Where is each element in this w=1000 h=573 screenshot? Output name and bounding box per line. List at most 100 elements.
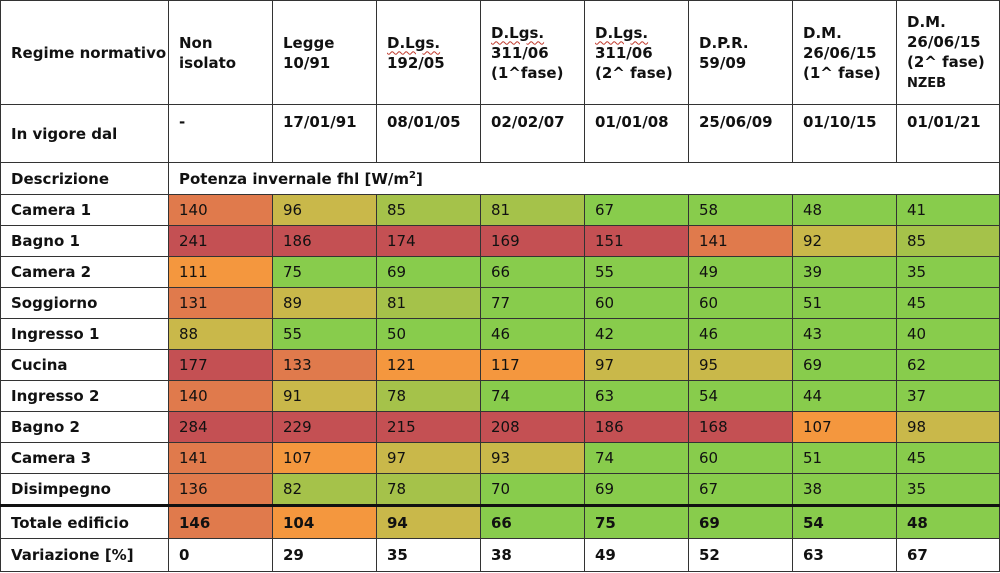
room-row-value: 51 [792, 287, 897, 319]
room-row-label: Bagno 1 [0, 225, 169, 257]
description-text: Potenza invernale fhl [W/m2] [168, 162, 1000, 195]
room-row-value: 97 [584, 349, 689, 381]
room-row-value: 75 [272, 256, 377, 288]
room-row-value: 49 [688, 256, 793, 288]
header-col-line: Legge [283, 33, 335, 52]
total-row-value: 48 [896, 504, 1000, 539]
room-row-value: 241 [168, 225, 273, 257]
room-row-value: 131 [168, 287, 273, 319]
room-row-value: 141 [688, 225, 793, 257]
room-row-value: 133 [272, 349, 377, 381]
total-row: Totale edificio 146 104 94 66 75 69 54 48 [0, 504, 1000, 539]
room-row-value: 55 [272, 318, 377, 350]
header-col-3: D.Lgs. 311/06 (1^fase) [480, 0, 585, 105]
room-row-value: 151 [584, 225, 689, 257]
room-row-label: Ingresso 2 [0, 380, 169, 412]
room-row-value: 66 [480, 256, 585, 288]
room-row-value: 46 [688, 318, 793, 350]
room-row-value: 50 [376, 318, 481, 350]
header-col-line: 311/06 [491, 43, 549, 62]
header-col-line: (1^fase) [491, 63, 564, 82]
room-row-value: 55 [584, 256, 689, 288]
room-row-value: 42 [584, 318, 689, 350]
room-row-label: Disimpegno [0, 473, 169, 506]
room-row-value: 97 [376, 442, 481, 474]
total-row-value: 104 [272, 504, 377, 539]
room-row: Bagno 2 284 229 215 208 186 168 107 98 [0, 411, 1000, 443]
in-force-date: - [168, 104, 273, 163]
header-row: Regime normativo Non isolato Legge 10/91 D.L… [0, 0, 1000, 105]
total-row-value: 54 [792, 504, 897, 539]
room-row-label: Camera 2 [0, 256, 169, 288]
header-col-line: 192/05 [387, 53, 445, 72]
header-col-0: Non isolato [168, 0, 273, 105]
room-row-value: 107 [792, 411, 897, 443]
header-col-4: D.Lgs. 311/06 (2^ fase) [584, 0, 689, 105]
room-row-value: 121 [376, 349, 481, 381]
room-row-value: 91 [272, 380, 377, 412]
room-row-value: 69 [792, 349, 897, 381]
room-row-value: 88 [168, 318, 273, 350]
room-row-value: 93 [480, 442, 585, 474]
description-row: Descrizione Potenza invernale fhl [W/m2] [0, 162, 1000, 195]
room-row-value: 95 [688, 349, 793, 381]
room-row-value: 82 [272, 473, 377, 506]
room-row-value: 37 [896, 380, 1000, 412]
room-row-value: 78 [376, 380, 481, 412]
header-col-line: D.Lgs. [595, 23, 649, 42]
variation-row-value: 29 [272, 538, 377, 572]
room-row-value: 51 [792, 442, 897, 474]
room-row-value: 85 [896, 225, 1000, 257]
room-row-value: 284 [168, 411, 273, 443]
room-row-value: 58 [688, 194, 793, 226]
room-row-value: 39 [792, 256, 897, 288]
variation-row: Variazione [%] 0 29 35 38 49 52 63 67 [0, 538, 1000, 572]
room-row-value: 54 [688, 380, 793, 412]
header-col-7: D.M. 26/06/15 (2^ fase) NZEB [896, 0, 1000, 105]
room-row-value: 74 [584, 442, 689, 474]
header-col-line: D.Lgs. [387, 33, 441, 52]
room-row: Camera 1 140 96 85 81 67 58 48 41 [0, 194, 1000, 226]
room-row-value: 45 [896, 442, 1000, 474]
header-col-line: 59/09 [699, 53, 747, 72]
total-row-value: 146 [168, 504, 273, 539]
room-row-value: 136 [168, 473, 273, 506]
room-row-value: 60 [584, 287, 689, 319]
in-force-label: In vigore dal [0, 104, 169, 163]
room-row-label: Ingresso 1 [0, 318, 169, 350]
room-row-value: 77 [480, 287, 585, 319]
room-row-value: 35 [896, 473, 1000, 506]
header-col-line: 10/91 [283, 53, 331, 72]
variation-row-value: 35 [376, 538, 481, 572]
room-row: Bagno 1 241 186 174 169 151 141 92 85 [0, 225, 1000, 257]
room-row-value: 174 [376, 225, 481, 257]
room-row-value: 81 [480, 194, 585, 226]
header-col-line: D.M. [803, 23, 842, 42]
in-force-date: 25/06/09 [688, 104, 793, 163]
room-row-value: 208 [480, 411, 585, 443]
total-row-value: 75 [584, 504, 689, 539]
room-row-value: 69 [376, 256, 481, 288]
in-force-date: 01/01/21 [896, 104, 1000, 163]
variation-row-value: 49 [584, 538, 689, 572]
room-row-label: Soggiorno [0, 287, 169, 319]
room-row-value: 186 [584, 411, 689, 443]
room-row-value: 81 [376, 287, 481, 319]
room-row-value: 107 [272, 442, 377, 474]
room-row-label: Cucina [0, 349, 169, 381]
variation-row-label: Variazione [%] [0, 538, 169, 572]
room-row: Cucina 177 133 121 117 97 95 69 62 [0, 349, 1000, 381]
header-col-line: NZEB [907, 75, 947, 91]
room-row-value: 85 [376, 194, 481, 226]
description-label: Descrizione [0, 162, 169, 195]
room-row-value: 140 [168, 194, 273, 226]
in-force-date: 17/01/91 [272, 104, 377, 163]
total-row-value: 94 [376, 504, 481, 539]
header-col-line: Non [179, 33, 213, 52]
room-row: Camera 3 141 107 97 93 74 60 51 45 [0, 442, 1000, 474]
in-force-row: In vigore dal -17/01/91 08/01/05 02/02/07 0… [0, 104, 1000, 163]
room-row-label: Bagno 2 [0, 411, 169, 443]
header-col-line: 26/06/15 [907, 32, 981, 51]
header-col-line: (2^ fase) [595, 63, 673, 82]
